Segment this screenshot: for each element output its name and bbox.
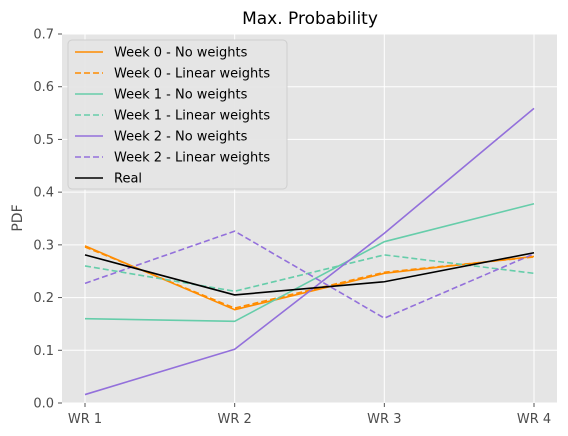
y-tick-label: 0.6	[33, 80, 54, 95]
y-tick-label: 0.1	[33, 344, 54, 359]
y-tick-label: 0.4	[33, 186, 54, 201]
legend-label: Week 0 - Linear weights	[114, 67, 270, 82]
legend-label: Week 2 - No weights	[114, 130, 248, 145]
y-tick-label: 0.0	[33, 397, 54, 412]
x-tick-label: WR 3	[367, 412, 401, 427]
series-lines	[84, 107, 535, 396]
y-axis: 0.0 0.1 0.2 0.3 0.4 0.5 0.6 0.7	[33, 28, 62, 412]
y-tick-label: 0.5	[33, 133, 54, 148]
legend-label: Real	[114, 172, 142, 187]
y-axis-title: PDF	[10, 204, 26, 231]
legend-label: Week 0 - No weights	[114, 46, 248, 61]
y-tick-label: 0.7	[33, 28, 54, 43]
series-line-6	[84, 230, 535, 319]
series-line-5	[84, 107, 535, 396]
series-line-4	[84, 254, 535, 293]
series-line-3	[84, 202, 535, 323]
y-tick-label: 0.2	[33, 291, 54, 306]
legend-label: Week 1 - Linear weights	[114, 109, 270, 124]
y-tick-label: 0.3	[33, 238, 54, 253]
x-tick-label: WR 1	[68, 412, 102, 427]
chart-title: Max. Probability	[242, 9, 378, 29]
x-tick-label: WR 4	[517, 412, 551, 427]
x-tick-label: WR 2	[218, 412, 252, 427]
legend-box	[67, 39, 288, 190]
x-axis: WR 1 WR 2 WR 3 WR 4	[68, 403, 551, 427]
legend-label: Week 1 - No weights	[114, 88, 248, 103]
series-line-7	[84, 251, 535, 296]
legend: Week 0 - No weights Week 0 - Linear weigh…	[67, 39, 288, 190]
legend-label: Week 2 - Linear weights	[114, 151, 270, 166]
